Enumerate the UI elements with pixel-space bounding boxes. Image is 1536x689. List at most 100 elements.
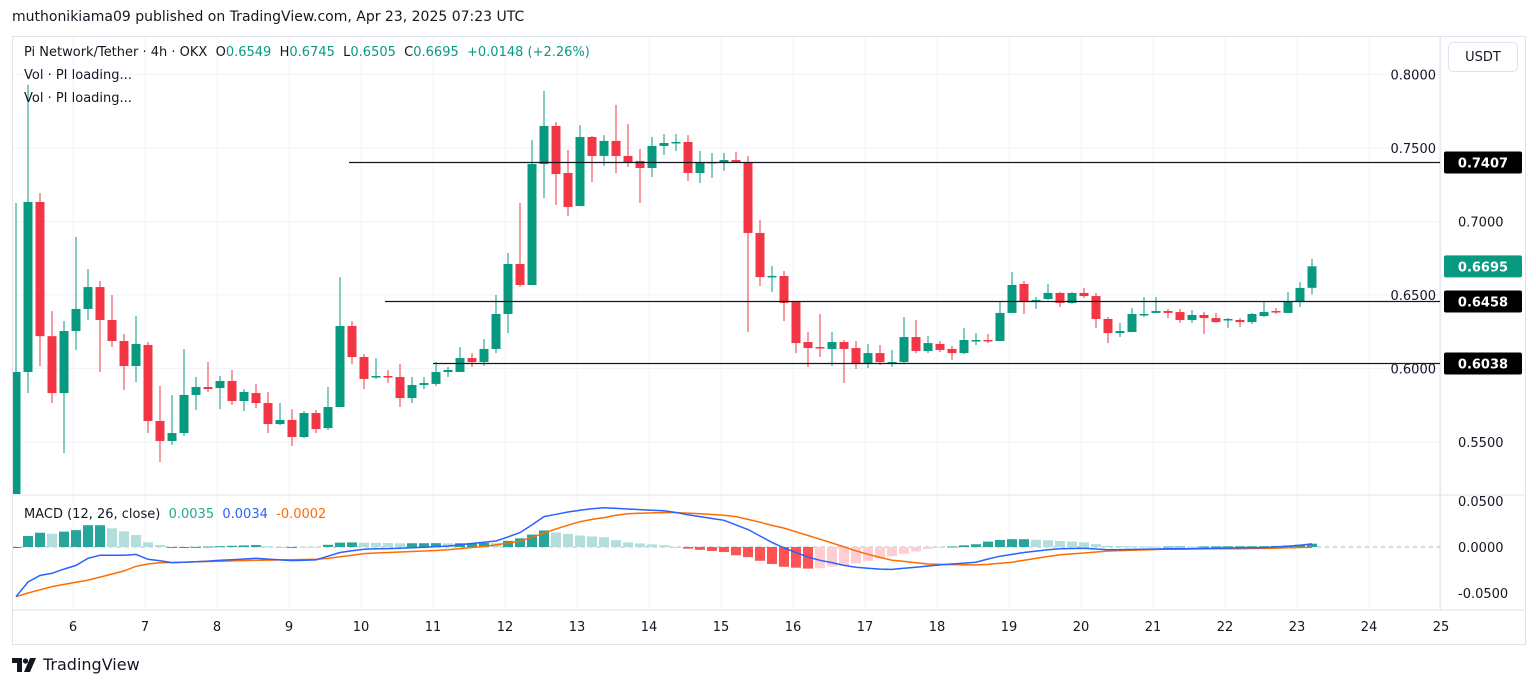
last-price-label: 0.6695 — [1458, 260, 1508, 275]
macd-histogram-bar — [311, 547, 321, 548]
candle-body — [1055, 292, 1065, 303]
price-axis-tick-label: 0.8000 — [1391, 69, 1437, 84]
candle-body — [1163, 311, 1173, 313]
candle-body — [1235, 319, 1245, 323]
macd-line — [15, 506, 1313, 598]
level-price-label-bg — [1444, 290, 1522, 313]
macd-histogram-bar — [1199, 546, 1209, 548]
candle-body — [191, 387, 201, 395]
macd-histogram-bar — [275, 547, 285, 548]
macd-title[interactable]: MACD (12, 26, close) — [24, 507, 161, 522]
close-value: 0.6695 — [413, 45, 459, 60]
x-axis-tick-label: 8 — [213, 620, 221, 635]
macd-histogram-bar — [923, 547, 933, 549]
macd-histogram-bar — [1055, 541, 1065, 547]
candle-body — [1115, 331, 1125, 334]
candle-body — [35, 201, 45, 337]
currency-button[interactable]: USDT — [1448, 42, 1518, 72]
candle-body — [671, 141, 681, 144]
candle-body — [923, 343, 933, 352]
candle-body — [791, 302, 801, 344]
candle-body — [263, 403, 273, 425]
candle-body — [1187, 314, 1197, 320]
candle-body — [647, 145, 657, 168]
macd-histogram-bar — [239, 545, 249, 547]
volume-indicator-label[interactable]: Vol · PI loading... — [24, 91, 132, 106]
candle-body — [1079, 292, 1089, 297]
candle-body — [13, 372, 21, 494]
candle-body — [1175, 312, 1185, 320]
macd-axis-tick-label: -0.0500 — [1458, 587, 1508, 602]
candle-body — [1127, 313, 1137, 333]
candle-body — [335, 326, 345, 408]
macd-histogram-bar — [971, 544, 981, 547]
candle-body — [695, 162, 705, 173]
macd-histogram-bar — [731, 547, 741, 556]
macd-histogram-bar — [467, 543, 477, 547]
macd-histogram-bar — [1307, 543, 1317, 547]
x-axis-tick-label: 15 — [713, 620, 730, 635]
level-price-label: 0.6038 — [1458, 358, 1508, 373]
candle-body — [611, 140, 621, 156]
macd-histogram-bar — [575, 535, 585, 547]
candle-body — [371, 375, 381, 378]
level-price-label: 0.6458 — [1458, 296, 1508, 311]
price-axis-tick-label: 0.5500 — [1458, 436, 1504, 451]
macd-histogram-bar — [143, 542, 153, 547]
tradingview-brand: TradingView — [43, 655, 140, 674]
candle-body — [563, 172, 573, 207]
candle-body — [875, 353, 885, 363]
x-axis-tick-label: 6 — [69, 620, 77, 635]
price-axis-tick-label: 0.7500 — [1391, 142, 1437, 157]
macd-histogram-bar — [767, 547, 777, 565]
candle-body — [395, 377, 405, 399]
macd-histogram-bar — [23, 535, 33, 547]
macd-histogram-bar — [155, 544, 165, 547]
macd-histogram-bar — [1163, 546, 1173, 548]
macd-histogram-bar — [263, 546, 273, 548]
macd-histogram-bar — [683, 547, 693, 549]
macd-histogram-bar — [1091, 544, 1101, 547]
volume-indicator-label[interactable]: Vol · PI loading... — [24, 68, 132, 83]
candle-body — [683, 141, 693, 173]
macd-histogram-bar — [479, 542, 489, 547]
symbol-title[interactable]: Pi Network/Tether · 4h · OKX — [24, 45, 208, 60]
macd-histogram-bar — [899, 547, 909, 554]
macd-histogram-bar — [59, 531, 69, 547]
macd-histogram-bar — [1247, 546, 1257, 548]
macd-histogram-bar — [527, 534, 537, 547]
candle-body — [623, 155, 633, 162]
candle-body — [1103, 318, 1113, 334]
level-price-label-bg — [1444, 352, 1522, 375]
candle-body — [719, 160, 729, 163]
x-axis-tick-label: 14 — [641, 620, 658, 635]
candle-body — [1295, 287, 1305, 303]
x-axis-tick-label: 25 — [1433, 620, 1450, 635]
last-price-label-bg — [1444, 255, 1522, 278]
macd-histogram-bar — [635, 543, 645, 547]
macd-histogram-bar — [599, 537, 609, 547]
candle-body — [251, 393, 261, 404]
open-label: O — [215, 45, 226, 60]
macd-histogram-bar — [1235, 546, 1245, 548]
macd-histogram-bar — [371, 542, 381, 547]
macd-signal-value: -0.0002 — [276, 507, 327, 522]
candle-body — [179, 394, 189, 434]
macd-histogram-bar — [875, 547, 885, 559]
candle-body — [1151, 311, 1161, 313]
macd-histogram-bar — [743, 547, 753, 558]
candle-body — [143, 344, 153, 421]
candle-body — [551, 125, 561, 175]
candle-body — [311, 413, 321, 430]
candle-body — [515, 263, 525, 286]
candle-body — [971, 339, 981, 342]
candle-body — [935, 343, 945, 350]
x-axis-tick-label: 23 — [1289, 620, 1306, 635]
macd-axis-tick-label: 0.0500 — [1458, 495, 1504, 510]
candle-body — [1283, 301, 1293, 313]
candle-body — [47, 336, 57, 394]
tradingview-logo[interactable]: TradingView — [12, 655, 140, 674]
x-axis-tick-label: 20 — [1073, 620, 1090, 635]
candle-body — [419, 383, 429, 385]
